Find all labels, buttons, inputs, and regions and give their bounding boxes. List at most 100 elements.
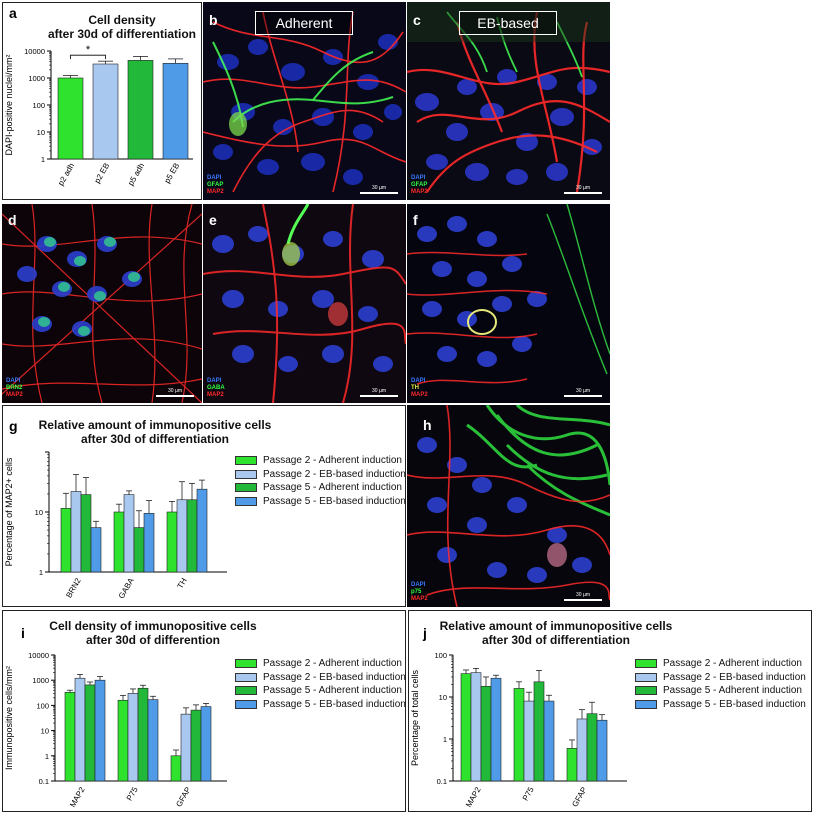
bar (117, 699, 129, 782)
y-tick-label: 100 (36, 701, 49, 710)
y-tick-label: 10 (37, 128, 45, 137)
bar (586, 713, 598, 782)
y-tick-label: 0.1 (437, 777, 447, 786)
legend-item: Passage 5 - Adherent induction (235, 481, 406, 495)
significance-bracket (70, 54, 106, 60)
bar (94, 679, 106, 782)
y-axis-label: Percentage of total cells (410, 669, 420, 766)
legend-label: Passage 2 - EB-based induction (663, 671, 806, 683)
x-category-label: MAP2 (68, 785, 87, 809)
legend-swatch (635, 672, 657, 682)
x-category-label: MAP2 (464, 785, 483, 809)
panel-c-scale-bar (564, 192, 602, 194)
bar (196, 488, 208, 573)
legend-item: Passage 5 - EB-based induction (635, 698, 806, 712)
bar (480, 685, 492, 782)
chart-i: 0.1 1 10 100 1000 10000 Immunopositive cells/m… (4, 651, 227, 809)
panel-g-legend: Passage 2 - Adherent induction Passage 2… (235, 454, 406, 508)
bar (70, 491, 82, 573)
bar (127, 60, 154, 160)
panel-d-stain-legend: DAPI BRN2 MAP2 (6, 378, 23, 399)
bar (490, 677, 502, 782)
y-tick-label: 1 (45, 752, 49, 761)
panel-e-stain-legend: DAPI GABA MAP2 (207, 378, 225, 399)
legend-label: Passage 2 - Adherent induction (663, 658, 802, 669)
legend-label: Passage 5 - Adherent induction (263, 482, 402, 493)
legend-swatch (235, 672, 257, 682)
bar (143, 513, 155, 573)
y-tick-label: 10 (35, 508, 43, 517)
bar (470, 672, 482, 782)
panel-b-stain-legend: DAPI GFAP MAP2 (207, 175, 224, 196)
legend-swatch (235, 496, 257, 506)
panel-d-label: d (8, 212, 17, 228)
stain-brn2: BRN2 (6, 385, 23, 391)
bar (123, 494, 135, 573)
y-axis-label: Percentage of MAP2+ cells (4, 457, 14, 566)
stain-map2: MAP2 (207, 392, 224, 398)
y-tick-label: 1000 (28, 74, 45, 83)
legend-item: Passage 2 - Adherent induction (235, 657, 406, 671)
stain-gfap: GFAP (411, 182, 428, 188)
legend-item: Passage 5 - Adherent induction (635, 684, 806, 698)
stain-dapi: DAPI (411, 582, 426, 588)
stain-p75: p75 (411, 589, 422, 595)
panel-c-stain-legend: DAPI GFAP MAP2 (411, 175, 428, 196)
micrograph-b-image (203, 2, 406, 200)
panel-f-label: f (413, 212, 418, 228)
y-axis-label: DAPI-positive nuclei/mm² (4, 54, 14, 155)
bar (533, 681, 545, 782)
micrograph-e-image (203, 204, 406, 403)
panel-b-micrograph: Adherent b DAPI GFAP MAP2 30 µm (203, 2, 406, 200)
bar (460, 673, 472, 782)
legend-label: Passage 5 - EB-based induction (263, 495, 406, 507)
panel-a-title-line1: Cell density (88, 13, 156, 27)
x-category-label: p5 adh (126, 162, 146, 188)
stain-gaba: GABA (207, 385, 225, 391)
chart-g: 1 10 Percentage of MAP2+ cells BRN2 GABA TH (4, 451, 227, 600)
stain-map2: MAP2 (411, 392, 428, 398)
legend-swatch (635, 659, 657, 669)
legend-item: Passage 5 - EB-based induction (235, 495, 406, 509)
bar (127, 693, 139, 782)
panel-d-scale-bar (156, 395, 194, 397)
bar (166, 511, 178, 573)
panel-h-micrograph: h DAPI p75 MAP2 30 µm (407, 405, 610, 607)
panel-g-label: g (9, 418, 18, 434)
panel-e-scale-bar (360, 395, 398, 397)
y-tick-label: 10 (439, 693, 447, 702)
panel-g-title-line1: Relative amount of immunopositive cells (38, 418, 272, 432)
panel-b-label: b (209, 12, 218, 28)
legend-label: Passage 2 - EB-based induction (263, 468, 406, 480)
y-tick-label: 1 (39, 568, 43, 577)
panel-j-title-line2: after 30d of differentiation (481, 633, 630, 647)
bar (523, 700, 535, 782)
bar (64, 692, 76, 782)
y-tick-label: 10 (41, 727, 49, 736)
panel-h-scale-text: 30 µm (576, 592, 590, 598)
x-category-label: GFAP (570, 786, 588, 809)
stain-dapi: DAPI (207, 175, 222, 181)
bar (596, 719, 608, 782)
stain-dapi: DAPI (411, 378, 426, 384)
legend-swatch (635, 699, 657, 709)
panel-c-scalebar: 30 µm (564, 185, 602, 194)
x-category-label: P75 (521, 785, 536, 802)
panel-a-title: Cell density after 30d of differentiatio… (43, 13, 201, 41)
panel-g-title-line2: after 30d of differentiation (80, 432, 229, 446)
legend-item: Passage 2 - Adherent induction (235, 454, 406, 468)
bar (57, 77, 84, 160)
legend-item: Passage 2 - EB-based induction (235, 468, 406, 482)
x-category-label: P75 (125, 785, 140, 802)
y-tick-label: 1 (41, 155, 45, 164)
panel-h-stain-legend: DAPI p75 MAP2 (411, 582, 428, 603)
panel-f-scale-text: 30 µm (576, 388, 590, 394)
legend-swatch (235, 469, 257, 479)
panel-i-title: Cell density of immunopositive cells aft… (33, 619, 273, 647)
y-tick-label: 100 (434, 651, 447, 660)
x-category-label: BRN2 (64, 576, 83, 599)
micrograph-c-image (407, 2, 610, 200)
y-tick-label: 1 (443, 735, 447, 744)
panel-g-title: Relative amount of immunopositive cells … (25, 418, 285, 446)
bar (566, 748, 578, 782)
